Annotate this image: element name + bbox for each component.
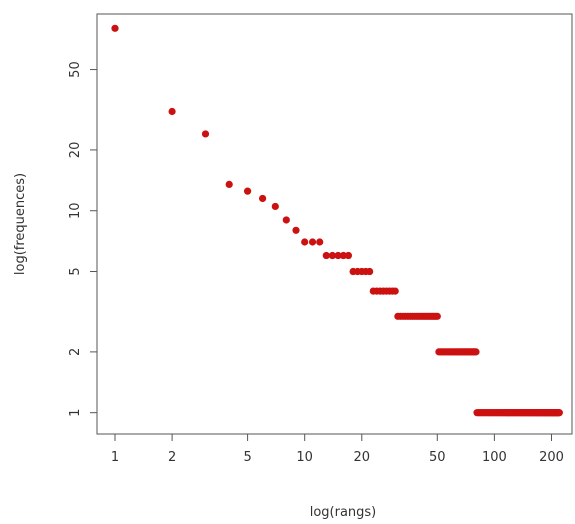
data-points [111,24,563,417]
data-point [271,202,279,211]
data-point [344,251,353,260]
data-point [292,226,300,234]
data-point [555,409,563,417]
data-point [301,238,309,246]
data-point [168,107,176,116]
x-tick-label: 20 [354,450,371,465]
data-point [391,287,399,295]
data-point [308,238,317,246]
y-axis: 1 2 5 10 20 50 [68,61,97,417]
y-tick-label: 20 [68,142,83,159]
y-tick-label: 1 [68,409,83,417]
x-tick-label: 10 [296,450,313,465]
data-point [201,130,210,138]
plot-box [96,13,573,435]
data-point [334,251,342,260]
y-axis-title: log(frequences) [13,173,28,275]
data-point [322,251,330,260]
x-tick-label: 5 [243,450,251,465]
y-tick-label: 5 [68,267,83,275]
x-tick-label: 50 [429,450,446,465]
x-axis: 1 2 5 10 20 50 100 200 [111,434,564,465]
data-point [225,180,233,188]
x-tick-label: 2 [168,450,176,465]
data-point [259,194,267,203]
x-tick-label: 100 [482,450,507,465]
x-tick-label: 200 [539,450,564,465]
data-point [328,251,337,260]
data-point [316,238,324,246]
x-tick-label: 1 [111,450,119,465]
x-axis-title: log(rangs) [310,505,377,520]
data-point [111,24,119,32]
data-point [472,348,480,356]
data-point [282,216,290,224]
data-point [243,187,252,195]
y-tick-label: 2 [68,348,83,356]
data-point [366,267,374,276]
y-tick-label: 10 [68,202,83,219]
data-point [433,312,441,320]
data-point [339,251,348,260]
y-tick-label: 50 [68,61,83,78]
